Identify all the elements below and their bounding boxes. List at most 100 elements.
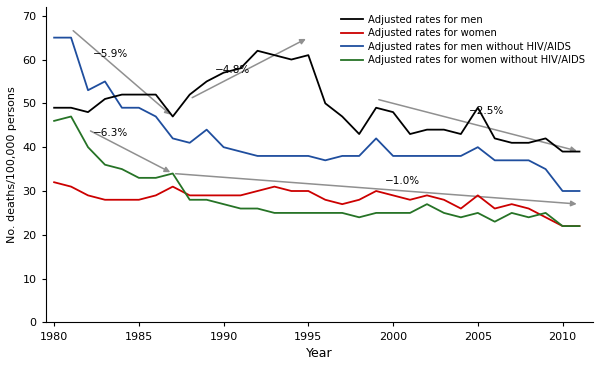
Adjusted rates for women (491, 206, 499, 211)
Adjusted rates for men without HIV/AIDS (406, 154, 413, 158)
Y-axis label: No. deaths/100,000 persons: No. deaths/100,000 persons (7, 86, 17, 243)
Legend: Adjusted rates for men, Adjusted rates for women, Adjusted rates for men without: Adjusted rates for men, Adjusted rates f… (338, 12, 588, 68)
Adjusted rates for women without HIV/AIDS (542, 211, 549, 215)
Adjusted rates for women without HIV/AIDS (373, 211, 380, 215)
Adjusted rates for women without HIV/AIDS (220, 202, 227, 206)
Line: Adjusted rates for women: Adjusted rates for women (54, 182, 580, 226)
Adjusted rates for men without HIV/AIDS (576, 189, 583, 193)
Adjusted rates for men without HIV/AIDS (356, 154, 363, 158)
Adjusted rates for women without HIV/AIDS (85, 145, 92, 149)
Adjusted rates for women (101, 197, 109, 202)
Adjusted rates for women without HIV/AIDS (135, 176, 142, 180)
Adjusted rates for men without HIV/AIDS (254, 154, 261, 158)
Adjusted rates for women without HIV/AIDS (424, 202, 431, 206)
Adjusted rates for women (559, 224, 566, 228)
Adjusted rates for women without HIV/AIDS (338, 211, 346, 215)
Line: Adjusted rates for men: Adjusted rates for men (54, 51, 580, 152)
Adjusted rates for women without HIV/AIDS (356, 215, 363, 219)
Adjusted rates for women without HIV/AIDS (457, 215, 464, 219)
Adjusted rates for women without HIV/AIDS (203, 197, 210, 202)
Adjusted rates for men (50, 106, 58, 110)
Adjusted rates for men (152, 92, 160, 97)
Adjusted rates for women without HIV/AIDS (440, 211, 448, 215)
Text: −6.3%: −6.3% (93, 128, 128, 138)
Adjusted rates for women (373, 189, 380, 193)
Adjusted rates for men (491, 136, 499, 141)
Adjusted rates for men without HIV/AIDS (389, 154, 397, 158)
Adjusted rates for women without HIV/AIDS (508, 211, 515, 215)
Adjusted rates for women without HIV/AIDS (271, 211, 278, 215)
Adjusted rates for men without HIV/AIDS (101, 79, 109, 84)
Adjusted rates for women without HIV/AIDS (525, 215, 532, 219)
Adjusted rates for men (322, 101, 329, 106)
Adjusted rates for women (50, 180, 58, 185)
Adjusted rates for men (288, 57, 295, 62)
Line: Adjusted rates for men without HIV/AIDS: Adjusted rates for men without HIV/AIDS (54, 38, 580, 191)
Adjusted rates for men (271, 53, 278, 57)
Adjusted rates for men without HIV/AIDS (338, 154, 346, 158)
Adjusted rates for women without HIV/AIDS (389, 211, 397, 215)
Adjusted rates for women (424, 193, 431, 197)
Adjusted rates for women (406, 197, 413, 202)
Adjusted rates for men (305, 53, 312, 57)
Adjusted rates for men without HIV/AIDS (305, 154, 312, 158)
Adjusted rates for men without HIV/AIDS (322, 158, 329, 163)
Adjusted rates for women (457, 206, 464, 211)
Text: −5.9%: −5.9% (93, 49, 128, 59)
Adjusted rates for women (135, 197, 142, 202)
Adjusted rates for men (373, 106, 380, 110)
Adjusted rates for men (457, 132, 464, 136)
Adjusted rates for women (152, 193, 160, 197)
Adjusted rates for men (237, 66, 244, 70)
Adjusted rates for women without HIV/AIDS (322, 211, 329, 215)
Adjusted rates for men (118, 92, 125, 97)
Adjusted rates for women (305, 189, 312, 193)
Text: −2.5%: −2.5% (469, 106, 505, 116)
Adjusted rates for men (474, 106, 481, 110)
Adjusted rates for women (322, 197, 329, 202)
Adjusted rates for women (525, 206, 532, 211)
Adjusted rates for men without HIV/AIDS (542, 167, 549, 171)
Adjusted rates for women (288, 189, 295, 193)
Adjusted rates for men without HIV/AIDS (424, 154, 431, 158)
Adjusted rates for women without HIV/AIDS (101, 163, 109, 167)
Adjusted rates for men without HIV/AIDS (457, 154, 464, 158)
Adjusted rates for men without HIV/AIDS (559, 189, 566, 193)
Text: −4.8%: −4.8% (215, 65, 250, 75)
Adjusted rates for men (186, 92, 193, 97)
Adjusted rates for women without HIV/AIDS (491, 219, 499, 224)
Adjusted rates for men without HIV/AIDS (203, 127, 210, 132)
Adjusted rates for women (356, 197, 363, 202)
Line: Adjusted rates for women without HIV/AIDS: Adjusted rates for women without HIV/AID… (54, 116, 580, 226)
Adjusted rates for men without HIV/AIDS (50, 36, 58, 40)
Adjusted rates for women (508, 202, 515, 206)
Adjusted rates for women (254, 189, 261, 193)
Adjusted rates for men without HIV/AIDS (169, 136, 176, 141)
Adjusted rates for women without HIV/AIDS (67, 114, 74, 119)
Adjusted rates for men (169, 114, 176, 119)
Adjusted rates for men without HIV/AIDS (118, 106, 125, 110)
Adjusted rates for women (186, 193, 193, 197)
Adjusted rates for men without HIV/AIDS (271, 154, 278, 158)
Adjusted rates for women (203, 193, 210, 197)
Adjusted rates for men without HIV/AIDS (186, 141, 193, 145)
Text: −1.0%: −1.0% (385, 177, 420, 186)
Adjusted rates for women without HIV/AIDS (576, 224, 583, 228)
Adjusted rates for men (101, 97, 109, 101)
Adjusted rates for women without HIV/AIDS (305, 211, 312, 215)
Adjusted rates for women without HIV/AIDS (474, 211, 481, 215)
Adjusted rates for women (85, 193, 92, 197)
Adjusted rates for men (525, 141, 532, 145)
Adjusted rates for women (67, 185, 74, 189)
Adjusted rates for women without HIV/AIDS (186, 197, 193, 202)
Adjusted rates for men without HIV/AIDS (440, 154, 448, 158)
Adjusted rates for men (424, 127, 431, 132)
Adjusted rates for men (440, 127, 448, 132)
Adjusted rates for women (542, 215, 549, 219)
Adjusted rates for women (576, 224, 583, 228)
Adjusted rates for women without HIV/AIDS (254, 206, 261, 211)
Adjusted rates for men (389, 110, 397, 115)
Adjusted rates for women without HIV/AIDS (169, 171, 176, 176)
Adjusted rates for women without HIV/AIDS (406, 211, 413, 215)
Adjusted rates for women without HIV/AIDS (152, 176, 160, 180)
